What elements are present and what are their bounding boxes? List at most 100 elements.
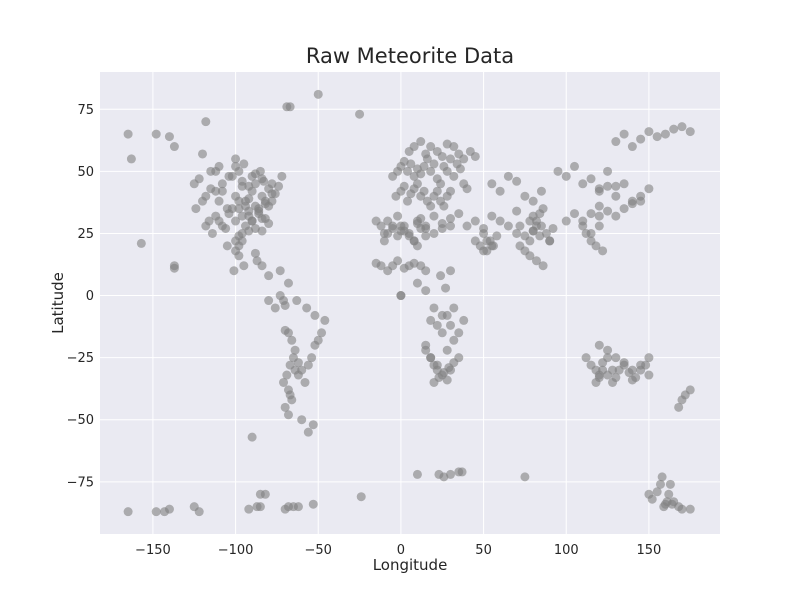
data-point bbox=[603, 166, 613, 176]
data-point bbox=[545, 236, 555, 246]
data-point bbox=[169, 142, 179, 152]
data-point bbox=[611, 191, 621, 201]
data-point bbox=[492, 231, 502, 241]
data-point bbox=[239, 159, 249, 169]
data-point bbox=[586, 174, 596, 184]
data-point bbox=[376, 261, 386, 271]
data-point bbox=[388, 223, 398, 233]
data-point bbox=[619, 204, 629, 214]
data-point bbox=[396, 291, 406, 301]
data-point bbox=[207, 228, 217, 238]
data-point bbox=[525, 251, 535, 261]
data-point bbox=[644, 127, 654, 137]
data-point bbox=[446, 320, 456, 330]
data-point bbox=[421, 223, 431, 233]
data-point bbox=[536, 186, 546, 196]
data-point bbox=[669, 124, 679, 134]
data-point bbox=[444, 363, 454, 373]
data-point bbox=[470, 151, 480, 161]
data-point bbox=[429, 303, 439, 313]
data-point bbox=[255, 166, 265, 176]
data-point bbox=[214, 161, 224, 171]
data-point bbox=[538, 261, 548, 271]
data-point bbox=[446, 266, 456, 276]
data-point bbox=[191, 204, 201, 214]
data-point bbox=[459, 154, 469, 164]
y-tick-labels: 75 50 25 0 −25 −50 −75 bbox=[67, 103, 94, 491]
data-point bbox=[217, 179, 227, 189]
y-tick-label: 0 bbox=[86, 289, 94, 304]
data-point bbox=[594, 186, 604, 196]
data-point bbox=[234, 196, 244, 206]
data-point bbox=[403, 166, 413, 176]
data-point bbox=[247, 216, 257, 226]
data-point bbox=[627, 199, 637, 209]
data-point bbox=[412, 469, 422, 479]
data-point bbox=[214, 216, 224, 226]
data-point bbox=[594, 373, 604, 383]
data-point bbox=[247, 171, 257, 181]
data-point bbox=[636, 134, 646, 144]
data-point bbox=[126, 154, 136, 164]
data-point bbox=[201, 117, 211, 127]
data-point bbox=[283, 410, 293, 420]
data-point bbox=[308, 420, 318, 430]
data-point bbox=[515, 221, 525, 231]
x-tick-label: 100 bbox=[554, 543, 579, 558]
data-point bbox=[657, 472, 667, 482]
data-point bbox=[449, 335, 459, 345]
data-point bbox=[611, 353, 621, 363]
data-point bbox=[222, 241, 232, 251]
x-tick-labels: −150 −100 −50 0 50 100 150 bbox=[135, 543, 661, 558]
data-point bbox=[283, 328, 293, 338]
data-point bbox=[553, 166, 563, 176]
data-point bbox=[426, 201, 436, 211]
data-point bbox=[383, 216, 393, 226]
data-point bbox=[470, 216, 480, 226]
data-point bbox=[317, 328, 327, 338]
data-point bbox=[379, 228, 389, 238]
data-point bbox=[603, 206, 613, 216]
data-point bbox=[429, 211, 439, 221]
data-point bbox=[303, 360, 313, 370]
data-point bbox=[442, 310, 452, 320]
data-point bbox=[206, 166, 216, 176]
data-point bbox=[488, 241, 498, 251]
data-point bbox=[237, 176, 247, 186]
data-point bbox=[416, 214, 426, 224]
data-point bbox=[578, 179, 588, 189]
data-point bbox=[594, 201, 604, 211]
data-point bbox=[279, 377, 289, 387]
data-point bbox=[479, 228, 489, 238]
data-point bbox=[685, 504, 695, 514]
data-point bbox=[421, 231, 431, 241]
grid-lines bbox=[100, 72, 720, 534]
data-point bbox=[293, 370, 303, 380]
data-point bbox=[217, 186, 227, 196]
data-point bbox=[429, 159, 439, 169]
data-point bbox=[644, 184, 654, 194]
chart-title: Raw Meteorite Data bbox=[306, 44, 514, 68]
data-point bbox=[313, 89, 323, 99]
data-point bbox=[603, 370, 613, 380]
data-point bbox=[644, 353, 654, 363]
data-point bbox=[244, 504, 254, 514]
data-point bbox=[685, 127, 695, 137]
data-point bbox=[512, 176, 522, 186]
data-point bbox=[598, 246, 608, 256]
data-point bbox=[561, 216, 571, 226]
data-point bbox=[462, 184, 472, 194]
data-point bbox=[280, 300, 290, 310]
x-axis-label: Longitude bbox=[373, 556, 448, 574]
data-point bbox=[313, 335, 323, 345]
data-point bbox=[655, 479, 665, 489]
data-point bbox=[239, 261, 249, 271]
data-point bbox=[512, 206, 522, 216]
data-point bbox=[264, 219, 274, 229]
data-point bbox=[627, 365, 637, 375]
data-point bbox=[619, 358, 629, 368]
data-point bbox=[581, 353, 591, 363]
data-point bbox=[446, 154, 456, 164]
data-point bbox=[487, 179, 497, 189]
data-point bbox=[419, 186, 429, 196]
